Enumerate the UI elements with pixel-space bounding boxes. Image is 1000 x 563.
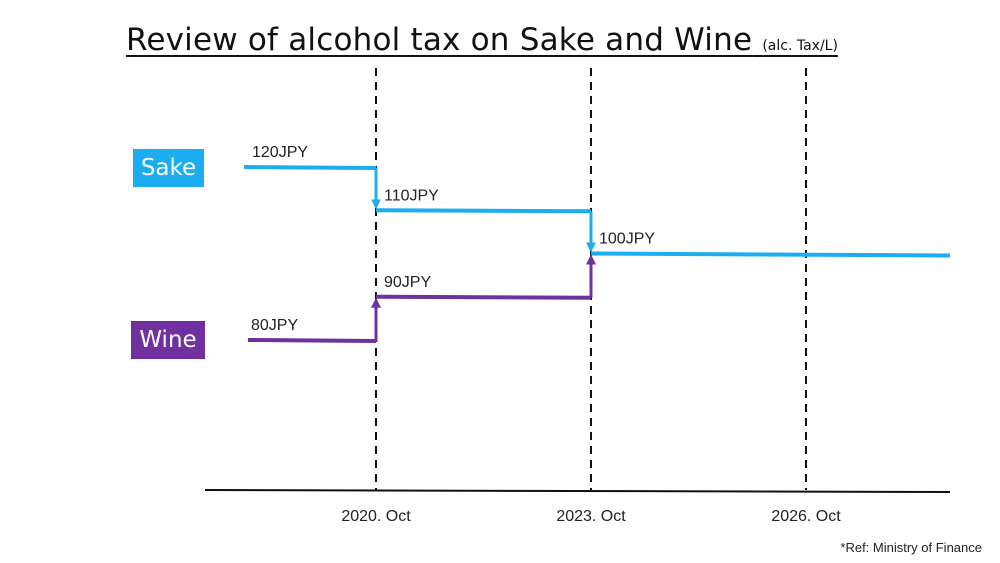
chart-subtitle: (alc. Tax/L): [762, 38, 838, 54]
x-tick-label: 2023. Oct: [556, 508, 626, 525]
series-badge-wine: Wine: [131, 321, 205, 359]
value-label-sake: 110JPY: [384, 187, 439, 204]
series-badge-sake: Sake: [133, 149, 204, 187]
chart-title: Review of alcohol tax on Sake and Wine (…: [126, 22, 838, 58]
value-label-wine: 80JPY: [251, 317, 298, 334]
chart-title-main: Review of alcohol tax on Sake and Wine: [126, 22, 753, 58]
series-segment-wine: [247, 338, 377, 343]
x-tick-label: 2026. Oct: [771, 508, 841, 525]
value-label-sake: 120JPY: [252, 144, 308, 161]
series-segment-sake: [375, 208, 592, 214]
value-label-wine: 90JPY: [384, 274, 431, 291]
x-tick-label: 2020. Oct: [341, 508, 411, 525]
value-label-sake: 100JPY: [599, 231, 655, 248]
x-axis: [204, 489, 951, 493]
series-segment-wine: [375, 294, 592, 300]
series-segment-sake: [243, 165, 377, 170]
reference-note: *Ref: Ministry of Finance: [840, 540, 982, 555]
series-segment-sake: [590, 251, 951, 258]
